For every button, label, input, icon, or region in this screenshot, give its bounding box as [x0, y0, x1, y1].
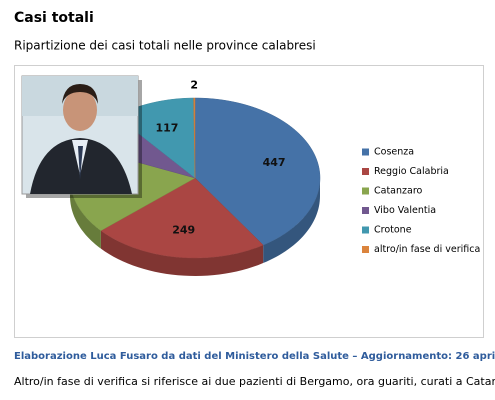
legend-swatch	[362, 148, 369, 156]
legend-swatch	[362, 226, 369, 234]
legend-label: Catanzaro	[374, 186, 423, 197]
source-note: Elaborazione Luca Fusaro da dati del Min…	[14, 351, 495, 362]
legend-swatch	[362, 246, 369, 253]
chart-subtitle: Ripartizione dei casi totali nelle provi…	[14, 39, 316, 53]
pie-slice	[100, 177, 264, 259]
chart-title: Casi totali	[14, 10, 94, 26]
legend-label: Crotone	[374, 225, 412, 236]
data-label: 2	[190, 79, 198, 92]
pie-side	[263, 178, 320, 264]
legend-swatch	[362, 187, 369, 195]
pie-side	[70, 178, 101, 249]
legend-swatch	[362, 207, 369, 214]
legend-label: Vibo Valentia	[374, 205, 436, 216]
photo	[21, 75, 142, 198]
legend-label: Reggio Calabria	[374, 166, 449, 177]
legend-label: Cosenza	[374, 147, 414, 158]
data-label: 249	[172, 223, 195, 236]
pie-side	[100, 230, 264, 276]
pie-slice	[194, 97, 321, 246]
legend: Cosenza Reggio Calabria Catanzaro Vibo Vale…	[362, 147, 480, 255]
legend-label: altro/in fase di verifica	[374, 244, 480, 255]
legend-swatch	[362, 168, 369, 175]
pie-slice	[193, 97, 196, 179]
data-label: 117	[155, 121, 178, 134]
data-label: 447	[263, 156, 286, 169]
footnote: Altro/in fase di verifica si riferisce a…	[14, 375, 495, 388]
